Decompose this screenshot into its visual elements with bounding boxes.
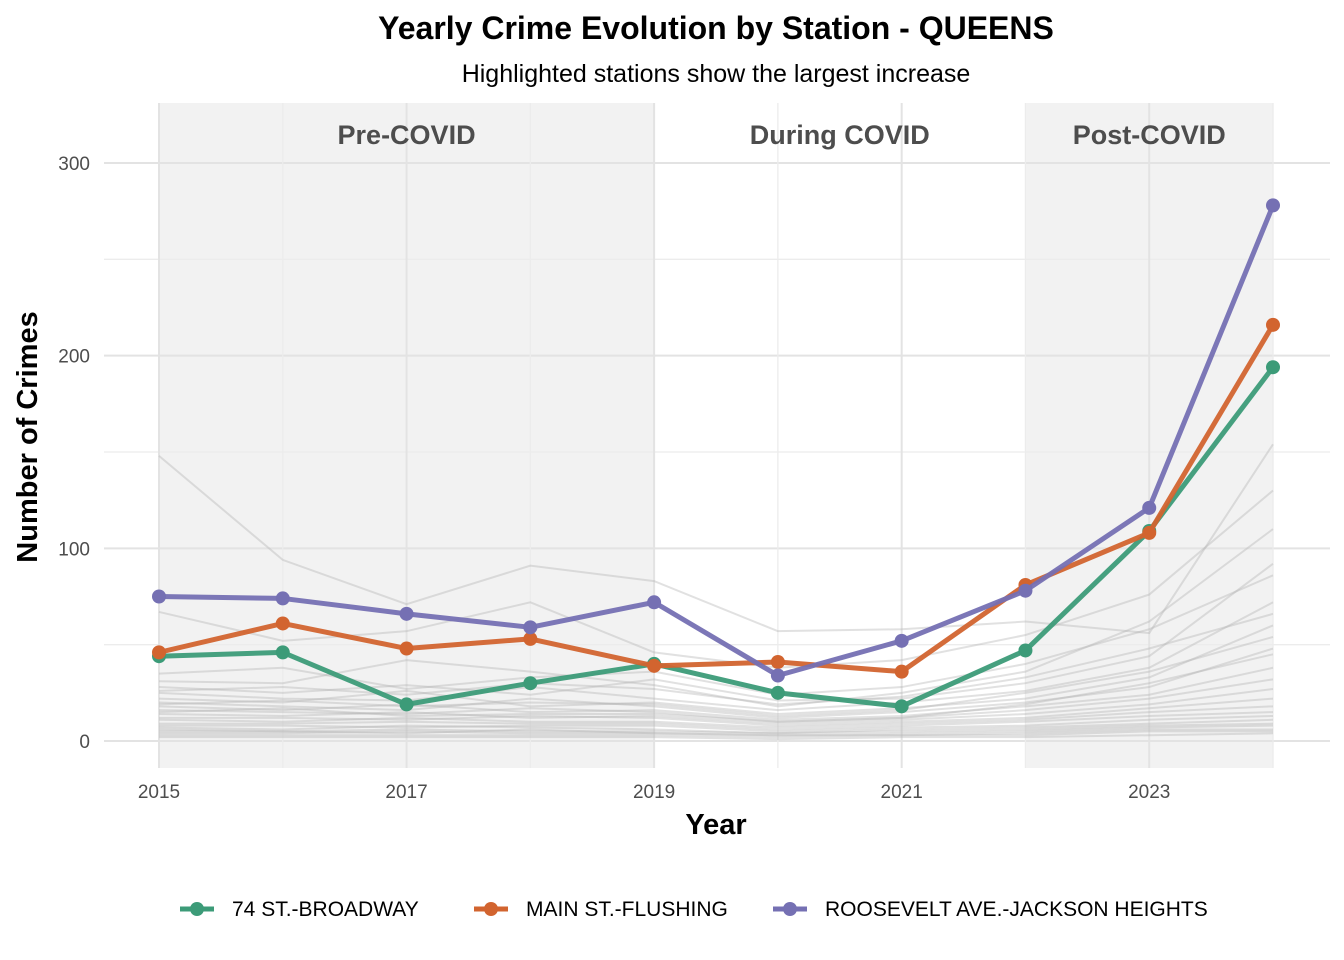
series-point <box>1018 643 1033 658</box>
background-station-line <box>159 697 1274 727</box>
legend-swatch-point <box>783 902 797 916</box>
series-point <box>152 589 166 604</box>
series-point <box>894 633 909 648</box>
background-station-line <box>159 711 1274 731</box>
background-station-line <box>158 562 1274 702</box>
legend-item: ROOSEVELT AVE.-JACKSON HEIGHTS <box>773 898 1208 921</box>
series-point <box>1142 525 1157 540</box>
chart-subtitle: Highlighted stations show the largest in… <box>462 60 971 88</box>
background-station-line <box>159 724 1274 737</box>
background-station-line <box>158 624 1274 716</box>
series-point <box>275 591 290 606</box>
series-1 <box>152 317 1280 679</box>
x-axis-title: Year <box>685 809 746 841</box>
background-station-line <box>158 687 1274 725</box>
series-point <box>275 645 290 660</box>
background-station-line <box>158 601 1274 712</box>
legend-label: MAIN ST.-FLUSHING <box>526 898 728 921</box>
series-point <box>770 668 785 683</box>
period-labels: Pre-COVID During COVID Post-COVID <box>338 120 1226 150</box>
legend-swatch-point <box>190 902 204 916</box>
legend-item: 74 ST.-BROADWAY <box>180 898 419 921</box>
legend-label: ROOSEVELT AVE.-JACKSON HEIGHTS <box>825 898 1208 921</box>
series-line <box>156 322 1276 675</box>
legend-label: 74 ST.-BROADWAY <box>232 898 419 921</box>
series-point <box>399 697 414 712</box>
period-label-1: During COVID <box>750 120 930 150</box>
chart-title: Yearly Crime Evolution by Station - QUEE… <box>378 10 1054 46</box>
legend-swatch-point <box>484 902 498 916</box>
background-station-line <box>158 666 1274 721</box>
series-point <box>647 658 662 673</box>
y-tick-label: 100 <box>58 539 90 560</box>
background-station-line <box>159 728 1273 737</box>
series-point <box>1266 317 1280 332</box>
background-station-line <box>158 653 1274 723</box>
series-point <box>523 631 538 646</box>
series-point <box>770 685 785 700</box>
y-tick-label: 0 <box>79 732 90 753</box>
y-axis-ticks: 0 100 200 300 <box>58 154 90 753</box>
x-tick-label: 2017 <box>385 782 427 803</box>
series-2 <box>152 198 1280 683</box>
period-label-2: Post-COVID <box>1073 120 1226 150</box>
series-point <box>152 645 166 660</box>
period-label-0: Pre-COVID <box>338 120 476 150</box>
background-station-line <box>158 678 1274 723</box>
y-tick-label: 200 <box>58 347 90 368</box>
y-axis-title: Number of Crimes <box>12 311 44 562</box>
series-line <box>156 202 1276 678</box>
series-point <box>523 676 538 691</box>
background-station-line <box>158 718 1274 735</box>
series-line <box>156 364 1276 709</box>
series-point <box>1142 500 1157 515</box>
series-point <box>894 699 909 714</box>
y-tick-label: 300 <box>58 154 90 175</box>
series-point <box>770 655 785 670</box>
background-station-lines <box>158 443 1274 741</box>
background-station-line <box>158 722 1274 735</box>
series-point <box>399 606 414 621</box>
background-station-line <box>159 730 1273 739</box>
series-point <box>1018 583 1033 598</box>
background-station-line <box>158 612 1274 706</box>
x-tick-label: 2021 <box>881 782 923 803</box>
series-point <box>399 641 414 656</box>
background-station-line <box>158 635 1274 717</box>
series-point <box>1266 198 1280 213</box>
background-station-line <box>159 732 1274 741</box>
series-point <box>275 616 290 631</box>
legend-item: MAIN ST.-FLUSHING <box>474 898 728 921</box>
legend: 74 ST.-BROADWAY MAIN ST.-FLUSHING ROOSEVEL… <box>180 898 1208 921</box>
series-point <box>647 595 662 610</box>
background-station-line <box>158 443 1274 635</box>
highlighted-station-lines <box>152 198 1280 714</box>
x-tick-label: 2023 <box>1128 782 1170 803</box>
x-tick-label: 2019 <box>633 782 675 803</box>
background-station-line <box>158 705 1274 729</box>
series-point <box>523 620 538 635</box>
background-station-line <box>158 647 1274 719</box>
background-station-line <box>159 714 1274 733</box>
x-tick-label: 2015 <box>138 782 180 803</box>
series-point <box>894 664 909 679</box>
background-station-line <box>158 528 1274 708</box>
x-axis-ticks: 2015 2017 2019 2021 2023 <box>138 782 1171 803</box>
series-point <box>1266 360 1280 375</box>
